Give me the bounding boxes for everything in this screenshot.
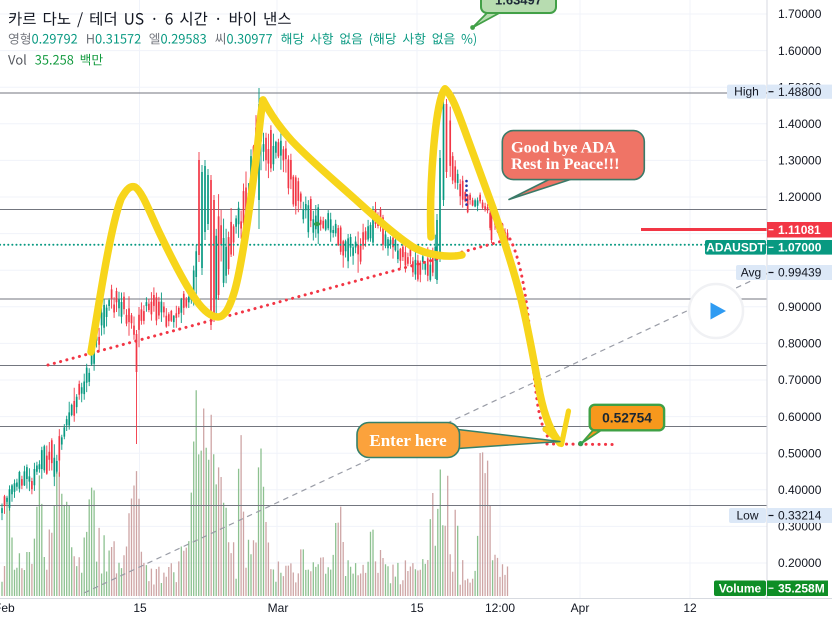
svg-text:0.70000: 0.70000 bbox=[778, 373, 822, 387]
svg-text:Avg: Avg bbox=[741, 266, 761, 280]
svg-text:35.258M: 35.258M bbox=[778, 582, 825, 596]
svg-text:15: 15 bbox=[133, 601, 147, 615]
svg-text:1.07000: 1.07000 bbox=[778, 241, 822, 255]
svg-text:High: High bbox=[734, 85, 759, 99]
svg-text:0.99439: 0.99439 bbox=[778, 266, 822, 280]
svg-text:0.50000: 0.50000 bbox=[778, 446, 822, 460]
svg-text:1.63497: 1.63497 bbox=[495, 0, 542, 8]
svg-text:Low: Low bbox=[736, 509, 758, 523]
svg-text:0.20000: 0.20000 bbox=[778, 556, 822, 570]
svg-text:15: 15 bbox=[410, 601, 424, 615]
svg-text:Apr: Apr bbox=[571, 601, 590, 615]
svg-text:1.70000: 1.70000 bbox=[778, 7, 822, 21]
svg-text:0.52754: 0.52754 bbox=[602, 411, 652, 426]
svg-text:ADAUSDT: ADAUSDT bbox=[706, 240, 765, 254]
svg-text:Feb: Feb bbox=[0, 601, 15, 615]
svg-text:0.30000: 0.30000 bbox=[778, 520, 822, 534]
svg-text:1.30000: 1.30000 bbox=[778, 154, 822, 168]
svg-text:Rest in Peace!!!: Rest in Peace!!! bbox=[511, 154, 620, 173]
svg-text:1.11081: 1.11081 bbox=[778, 223, 821, 237]
svg-text:Enter here: Enter here bbox=[369, 431, 447, 450]
svg-text:Good bye ADA: Good bye ADA bbox=[511, 138, 616, 157]
svg-text:1.20000: 1.20000 bbox=[778, 190, 822, 204]
svg-text:1.40000: 1.40000 bbox=[778, 117, 822, 131]
svg-text:1.48800: 1.48800 bbox=[778, 85, 822, 99]
svg-text:12: 12 bbox=[683, 601, 697, 615]
svg-text:0.80000: 0.80000 bbox=[778, 337, 822, 351]
svg-text:12:00: 12:00 bbox=[485, 601, 515, 615]
svg-text:0.40000: 0.40000 bbox=[778, 483, 822, 497]
svg-text:0.33214: 0.33214 bbox=[778, 509, 822, 523]
svg-text:Mar: Mar bbox=[268, 601, 289, 615]
svg-text:0.90000: 0.90000 bbox=[778, 300, 822, 314]
svg-text:Volume: Volume bbox=[719, 582, 762, 596]
svg-text:0.60000: 0.60000 bbox=[778, 410, 822, 424]
svg-text:1.60000: 1.60000 bbox=[778, 44, 822, 58]
